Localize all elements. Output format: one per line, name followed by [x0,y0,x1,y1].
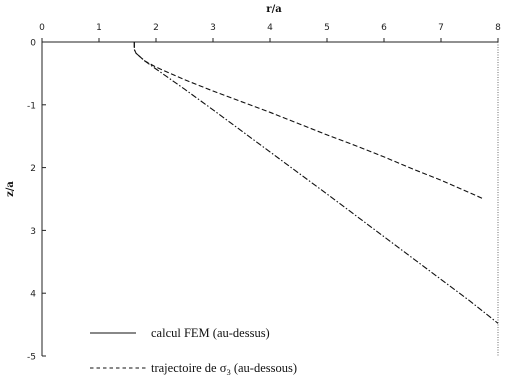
y-tick-label-1: -1 [27,101,36,111]
x-tick-label-4: 4 [267,23,273,33]
legend-label-trajectoire-suffix: (au-dessous) [231,361,297,375]
y-tick-label-5: -5 [27,353,36,363]
y-axis-title: z/a [5,181,16,197]
x-tick-label-8: 8 [495,23,501,33]
x-tick-label-3: 3 [210,23,216,33]
x-tick-label-7: 7 [438,23,444,33]
x-tick-label-1: 1 [96,23,102,33]
x-tick-label-5: 5 [324,23,330,33]
y-tick-label-3: 3 [30,227,36,237]
x-ticks: 0 1 2 3 4 5 6 7 8 [39,23,501,42]
x-tick-label-2: 2 [153,23,159,33]
legend: calcul FEM (au-dessus) trajectoire de σ3… [90,326,297,377]
legend-label-trajectoire-subscript: 3 [226,367,230,377]
legend-label-fem: calcul FEM (au-dessus) [151,326,270,340]
series-line-0 [133,42,485,200]
x-tick-label-6: 6 [381,23,387,33]
series-layer [133,42,499,324]
legend-label-trajectoire-main: trajectoire de σ [151,361,227,375]
y-tick-label-0: 0 [30,39,36,49]
y-tick-label-2: 2 [30,164,36,174]
y-ticks: 0 -1 2 3 4 -5 [27,39,46,363]
chart-axes [41,41,499,356]
y-tick-label-4: 4 [30,290,36,300]
x-tick-label-0: 0 [39,23,45,33]
x-axis-title: r/a [266,4,282,15]
legend-label-trajectoire: trajectoire de σ3 (au-dessous) [151,361,297,377]
series-line-1 [133,42,499,324]
